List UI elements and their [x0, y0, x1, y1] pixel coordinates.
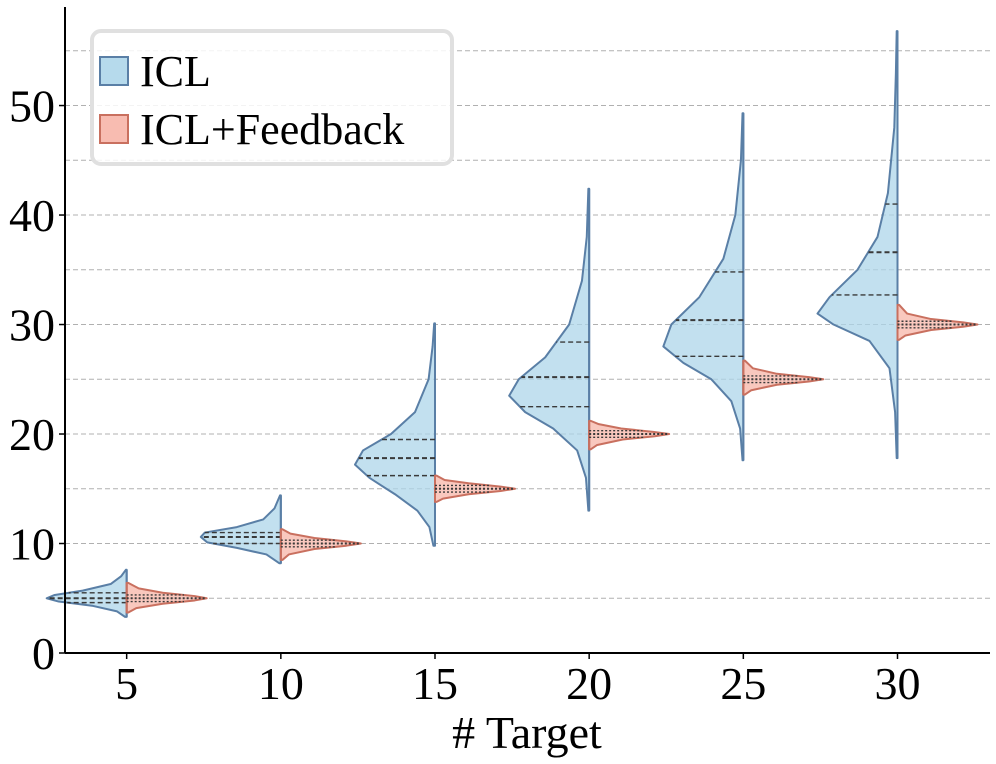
violin-icl-30 — [816, 30, 899, 460]
y-tick-label-10: 10 — [9, 519, 55, 570]
x-tick-label-20: 20 — [566, 658, 612, 709]
violin-icl-20 — [508, 187, 591, 512]
violin-icl-feedback-10 — [279, 528, 362, 561]
y-tick-label-40: 40 — [9, 190, 55, 241]
violin-layer — [45, 30, 979, 618]
legend-swatch-icl-feedback — [99, 114, 129, 144]
x-tick-label-30: 30 — [875, 658, 921, 709]
x-tick-label-25: 25 — [720, 658, 766, 709]
y-tick-label-30: 30 — [9, 300, 55, 351]
y-tick-label-50: 50 — [9, 81, 55, 132]
legend: ICL ICL+Feedback — [90, 29, 454, 166]
legend-swatch-icl — [99, 56, 129, 86]
legend-frame — [90, 29, 454, 166]
violin-icl-10 — [199, 494, 282, 565]
y-tick-label-20: 20 — [9, 409, 55, 460]
violin-icl-feedback-20 — [588, 419, 671, 451]
legend-label-icl-feedback: ICL+Feedback — [140, 105, 404, 154]
violin-icl-feedback-30 — [896, 303, 979, 341]
violin-icl-feedback-25 — [742, 359, 825, 396]
x-tick-label-10: 10 — [258, 658, 304, 709]
x-tick-label-5: 5 — [115, 658, 138, 709]
axes-layer: 5 10 15 20 25 30 0 10 20 30 40 50 — [9, 7, 990, 709]
violin-icl-5 — [45, 568, 128, 618]
x-tick-label-15: 15 — [412, 658, 458, 709]
legend-label-icl: ICL — [140, 47, 211, 96]
x-axis-title: # Target — [452, 707, 602, 758]
y-tick-label-0: 0 — [32, 628, 55, 679]
violin-icl-25 — [662, 112, 745, 462]
violin-icl-15 — [354, 322, 436, 547]
